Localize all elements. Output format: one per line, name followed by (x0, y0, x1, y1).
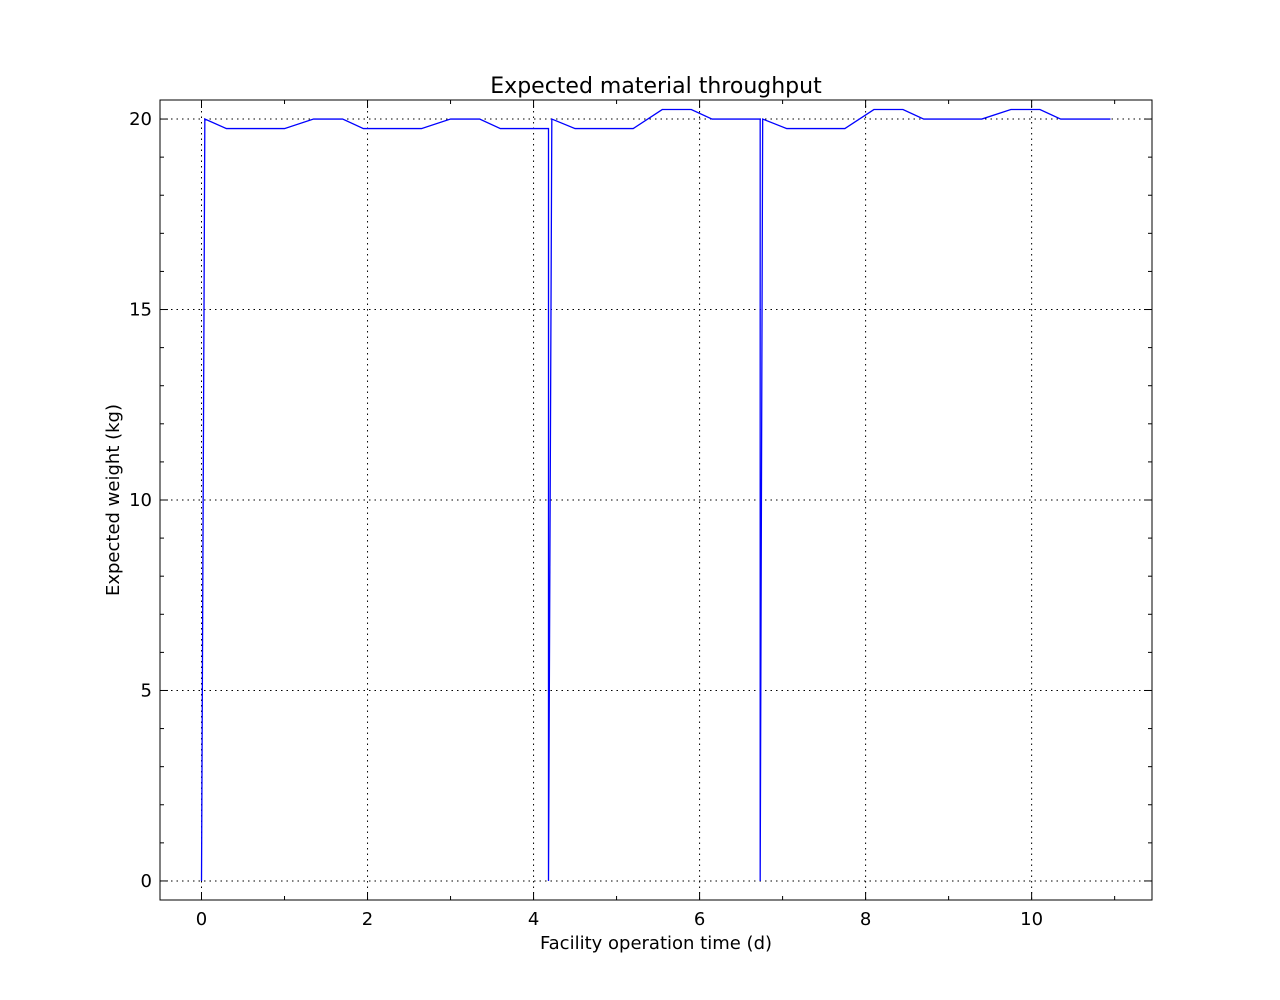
y-tick-label: 15 (129, 300, 152, 321)
chart-title: Expected material throughput (490, 74, 822, 99)
x-tick-label: 10 (1020, 909, 1043, 930)
x-axis-label: Facility operation time (d) (540, 933, 772, 954)
x-tick-label: 8 (860, 909, 871, 930)
tick-layer (160, 100, 1152, 900)
x-tick-label: 4 (528, 909, 539, 930)
x-tick-label: 6 (694, 909, 705, 930)
y-tick-label: 10 (129, 490, 152, 511)
plot-frame (159, 99, 1153, 901)
x-tick-label: 0 (196, 909, 207, 930)
y-tick-label: 20 (129, 109, 152, 130)
y-axis-label: Expected weight (kg) (103, 404, 124, 596)
y-tick-label: 5 (141, 680, 152, 701)
tick-label-layer: 0 2 4 6 8 10 0 5 10 15 20 (129, 109, 1043, 930)
series-layer (200, 108, 1111, 881)
y-tick-label: 0 (141, 871, 152, 892)
x-tick-label: 2 (362, 909, 373, 930)
series-line (200, 108, 1111, 881)
